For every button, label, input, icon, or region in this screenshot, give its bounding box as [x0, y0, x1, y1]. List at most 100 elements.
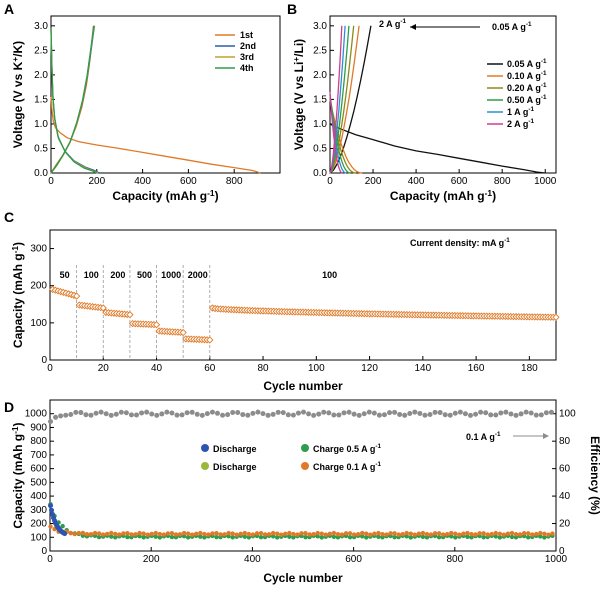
data-point-efficiency: [134, 412, 140, 418]
data-point-efficiency: [123, 410, 129, 416]
data-point-charge-01: [270, 530, 276, 536]
data-point-charge-05: [481, 535, 486, 540]
data-point-efficiency: [407, 410, 413, 416]
data-point-efficiency: [366, 409, 372, 415]
y-tick-label: 700: [30, 450, 47, 461]
legend-label: 1 A g-1: [507, 106, 534, 117]
data-point-charge-01: [173, 532, 179, 537]
series-charge: [329, 25, 372, 174]
data-point-efficiency: [513, 412, 519, 418]
y-tick-label: 2.5: [313, 45, 327, 56]
legend-label: 2nd: [240, 41, 256, 51]
data-point-charge-01: [550, 531, 555, 536]
data-point-efficiency: [245, 412, 251, 418]
data-point-charge-01: [457, 532, 462, 537]
data-point-charge-01: [465, 530, 470, 536]
legend-label: Charge 0.1 A g-1: [313, 461, 381, 472]
data-point-efficiency: [346, 409, 352, 415]
x-tick-label: 400: [408, 176, 425, 187]
data-point-efficiency: [184, 410, 190, 416]
data-point-charge-05: [335, 535, 341, 540]
data-point-charge-01: [194, 531, 199, 537]
data-point-charge-05: [380, 535, 385, 540]
data-point-charge-05: [404, 534, 409, 539]
data-point-efficiency: [361, 411, 367, 417]
data-point-charge-05: [242, 534, 248, 539]
data-point-charge-01: [279, 532, 284, 537]
data-point-efficiency: [189, 409, 195, 415]
data-point-charge-01: [396, 532, 401, 537]
data-point-efficiency: [316, 411, 322, 417]
data-point-charge-01: [214, 531, 219, 536]
data-point-charge-05: [60, 523, 65, 529]
data-point-charge-05: [465, 534, 470, 540]
data-point-charge-05: [538, 534, 543, 539]
y-tick-label: 500: [30, 477, 47, 488]
legend-marker: [201, 444, 209, 452]
data-point-efficiency: [498, 410, 504, 416]
series-2nd-charge: [50, 25, 96, 174]
data-point-efficiency: [255, 409, 261, 415]
data-point-charge-05: [315, 534, 320, 539]
data-point-charge-05: [392, 535, 397, 540]
data-point-discharge-05: [48, 503, 54, 509]
data-point-efficiency: [240, 412, 246, 418]
data-point-charge-01: [364, 531, 369, 536]
data-point-charge-05: [509, 534, 515, 540]
y-tick-label: 1.0: [313, 119, 327, 130]
data-point-charge-01: [80, 530, 86, 536]
data-point-charge-05: [185, 535, 191, 540]
data-point-efficiency: [402, 412, 408, 418]
y-axis-label: Capacity (mAh g-1): [10, 422, 25, 528]
panel-letter: B: [287, 1, 297, 17]
x-tick-label: 200: [143, 554, 160, 565]
data-point-charge-01: [48, 524, 53, 529]
series-4th-discharge: [50, 28, 98, 174]
x-tick-label: 160: [468, 363, 485, 374]
x-tick-label: 600: [345, 554, 362, 565]
data-point-charge-05: [198, 534, 203, 539]
segment-label: 500: [137, 270, 152, 280]
x-tick-label: 20: [98, 363, 110, 374]
x-tick-label: 800: [446, 554, 463, 565]
data-point-charge-01: [307, 532, 312, 537]
data-point-charge-01: [185, 531, 191, 536]
data-point: [152, 321, 161, 329]
data-point-charge-01: [355, 532, 361, 537]
data-point-charge-01: [497, 531, 503, 536]
data-point-charge-01: [477, 531, 482, 536]
data-point-efficiency: [179, 412, 185, 418]
data-point-efficiency: [209, 409, 215, 415]
data-point-efficiency: [63, 412, 69, 418]
data-point-charge-05: [347, 534, 353, 540]
x-tick-label: 800: [226, 176, 243, 187]
data-point-efficiency: [265, 412, 271, 418]
data-point-charge-01: [189, 532, 195, 537]
data-point-charge-01: [121, 531, 126, 536]
data-point-efficiency: [270, 411, 276, 417]
data-point-charge-01: [372, 531, 377, 536]
y2-tick-label: 0: [559, 546, 565, 557]
x-tick-label: 600: [451, 176, 468, 187]
data-point-charge-01: [343, 531, 349, 536]
data-point-efficiency: [250, 410, 256, 416]
panel-c: C 0 20 40 60 80 100 120 140 160 180 0 100 200 300 Cycle…: [4, 209, 560, 393]
panel-a: A 0 200 400 600 800 0.0 0.5 1.0 1.5 2.0 2.5 3.0 Capac…: [4, 1, 281, 203]
data-point-discharge-05: [49, 507, 55, 513]
data-point-efficiency: [164, 409, 170, 415]
data-point-efficiency: [392, 409, 398, 415]
data-point-charge-01: [453, 531, 458, 536]
data-point-charge-05: [96, 534, 102, 540]
data-point-charge-05: [469, 535, 474, 540]
data-point-efficiency: [225, 412, 231, 418]
data-point-efficiency: [336, 412, 342, 418]
y-tick-label: 3.0: [313, 21, 327, 32]
data-point-efficiency: [356, 412, 362, 418]
data-point-efficiency: [214, 410, 220, 416]
data-point-charge-01: [388, 531, 393, 536]
series-charge: [329, 25, 360, 174]
segment-label: 100: [322, 270, 337, 280]
data-point-efficiency: [538, 412, 544, 418]
data-point-efficiency: [154, 412, 160, 418]
data-point-efficiency: [311, 412, 317, 418]
